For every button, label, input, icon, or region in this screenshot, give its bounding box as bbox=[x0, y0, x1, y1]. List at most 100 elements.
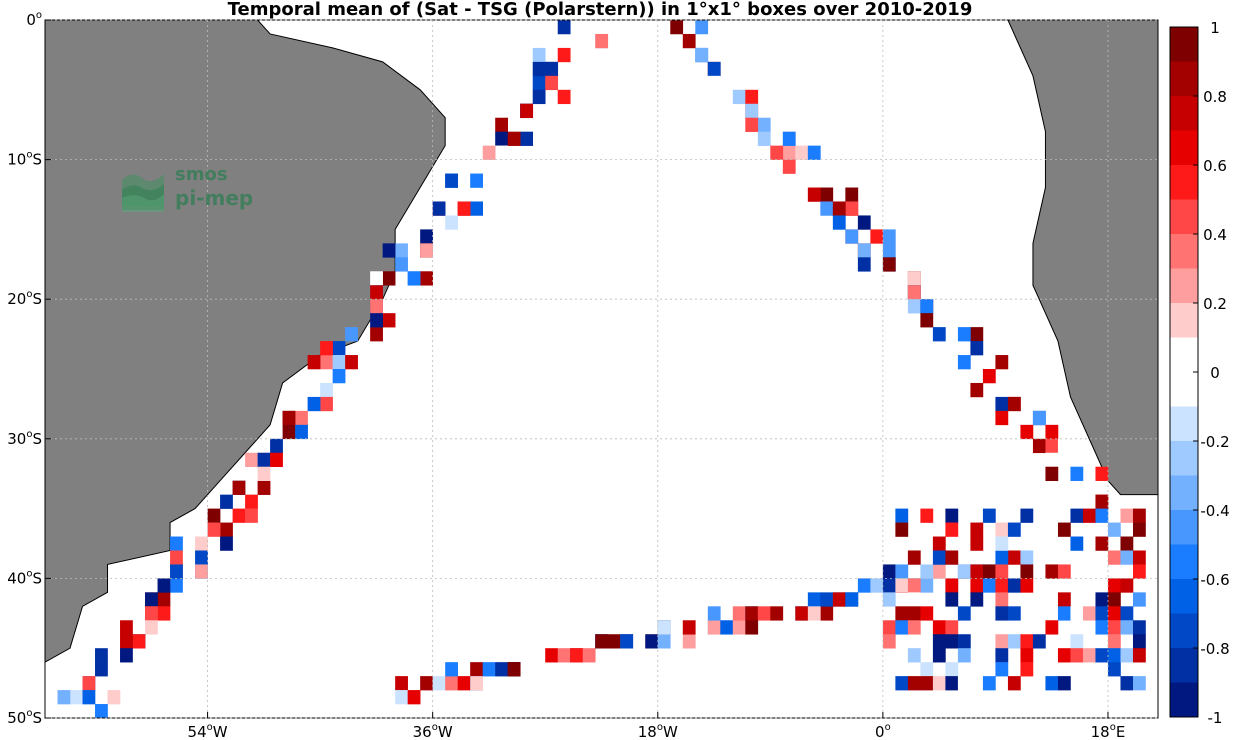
data-cell bbox=[895, 508, 909, 523]
data-cell bbox=[857, 578, 871, 593]
data-cell bbox=[920, 676, 934, 691]
south-america-landmass bbox=[44, 19, 446, 664]
data-cell bbox=[520, 131, 534, 146]
data-cell bbox=[970, 592, 984, 607]
data-cell bbox=[1132, 564, 1146, 579]
colorbar-tick-label: 0.2 bbox=[1203, 295, 1227, 313]
data-cell bbox=[295, 410, 308, 426]
data-cell bbox=[907, 592, 921, 607]
data-cell bbox=[1082, 508, 1096, 523]
data-cell bbox=[557, 648, 571, 663]
data-cell bbox=[845, 592, 859, 607]
chart-title: Temporal mean of (Sat - TSG (Polarstern)… bbox=[227, 0, 973, 20]
data-cell bbox=[1020, 550, 1034, 565]
colorbar-segment bbox=[1170, 268, 1198, 304]
data-cell bbox=[620, 634, 634, 649]
data-cell bbox=[532, 47, 546, 63]
data-cell bbox=[920, 662, 934, 677]
data-cell bbox=[1007, 522, 1021, 537]
data-cell bbox=[882, 620, 896, 635]
data-cell bbox=[1120, 550, 1134, 565]
y-tick-label: 50oS bbox=[7, 708, 42, 727]
data-cell bbox=[970, 382, 984, 398]
data-cell bbox=[95, 648, 108, 663]
data-cell bbox=[1095, 508, 1109, 523]
data-cell bbox=[970, 564, 984, 579]
colorbar-segment bbox=[1170, 337, 1198, 373]
data-cell bbox=[995, 396, 1009, 412]
data-cell bbox=[145, 592, 158, 607]
data-cell bbox=[1132, 550, 1146, 565]
data-cell bbox=[82, 676, 96, 691]
data-cell bbox=[207, 508, 221, 523]
data-cell bbox=[882, 257, 896, 272]
x-tick-label: 36oW bbox=[413, 722, 453, 740]
data-cell bbox=[382, 313, 396, 328]
data-cell bbox=[932, 648, 946, 663]
data-cell bbox=[270, 438, 283, 454]
colorbar-tick-label: -0.4 bbox=[1200, 502, 1229, 520]
colorbar-tick-label: -0.2 bbox=[1200, 433, 1229, 451]
data-cell bbox=[845, 187, 859, 202]
data-cell bbox=[945, 550, 959, 565]
data-cell bbox=[495, 662, 509, 677]
data-cell bbox=[570, 648, 584, 663]
data-cell bbox=[257, 466, 271, 481]
data-cell bbox=[157, 606, 171, 621]
data-cell bbox=[270, 452, 283, 468]
data-cell bbox=[895, 299, 909, 314]
data-cell bbox=[932, 620, 946, 635]
data-cell bbox=[407, 690, 421, 705]
data-cell bbox=[1132, 634, 1146, 649]
data-cell bbox=[920, 299, 934, 314]
data-cell bbox=[982, 676, 996, 691]
data-cell bbox=[907, 620, 921, 635]
colorbar-segment bbox=[1170, 199, 1198, 235]
data-cell bbox=[1057, 648, 1071, 663]
data-cell bbox=[857, 257, 871, 272]
colorbar-tick-label: -0.8 bbox=[1200, 640, 1229, 658]
data-cell bbox=[532, 61, 546, 77]
data-cell bbox=[545, 75, 559, 91]
data-cell bbox=[595, 33, 609, 49]
data-cell bbox=[970, 327, 984, 342]
data-cell bbox=[557, 47, 571, 63]
colorbar-tick-label: -1 bbox=[1208, 709, 1223, 727]
colorbar-tick-label: 0 bbox=[1210, 364, 1220, 382]
x-tick-label: 18oW bbox=[638, 722, 678, 740]
data-cell bbox=[770, 606, 784, 621]
data-cell bbox=[1132, 676, 1146, 691]
data-cell bbox=[420, 243, 433, 258]
data-cell bbox=[882, 634, 896, 649]
data-cell bbox=[132, 634, 146, 649]
data-cell bbox=[995, 550, 1009, 565]
data-cell bbox=[882, 229, 896, 244]
data-cell bbox=[1107, 592, 1121, 607]
data-cell bbox=[995, 592, 1009, 607]
data-cell bbox=[70, 690, 83, 705]
data-cell bbox=[957, 564, 971, 579]
data-cell bbox=[995, 634, 1009, 649]
data-cell bbox=[507, 131, 521, 146]
data-cell bbox=[932, 327, 946, 342]
data-cell bbox=[1020, 634, 1034, 649]
data-cell bbox=[707, 620, 721, 635]
data-cell bbox=[645, 634, 659, 649]
data-cell bbox=[370, 299, 383, 314]
colorbar-segment bbox=[1170, 27, 1198, 62]
data-cell bbox=[995, 578, 1009, 593]
data-cell bbox=[707, 61, 721, 77]
data-cell bbox=[957, 606, 971, 621]
colorbar-segment bbox=[1170, 682, 1198, 718]
data-cell bbox=[470, 201, 483, 216]
data-cell bbox=[557, 20, 571, 35]
data-cell bbox=[982, 369, 996, 384]
data-cell bbox=[1082, 648, 1096, 663]
data-cell bbox=[320, 341, 333, 356]
data-cell bbox=[882, 243, 896, 258]
data-cell bbox=[807, 187, 821, 202]
data-cell bbox=[495, 131, 509, 146]
colorbar-segment bbox=[1170, 579, 1198, 614]
logo-waves-icon bbox=[122, 174, 164, 212]
